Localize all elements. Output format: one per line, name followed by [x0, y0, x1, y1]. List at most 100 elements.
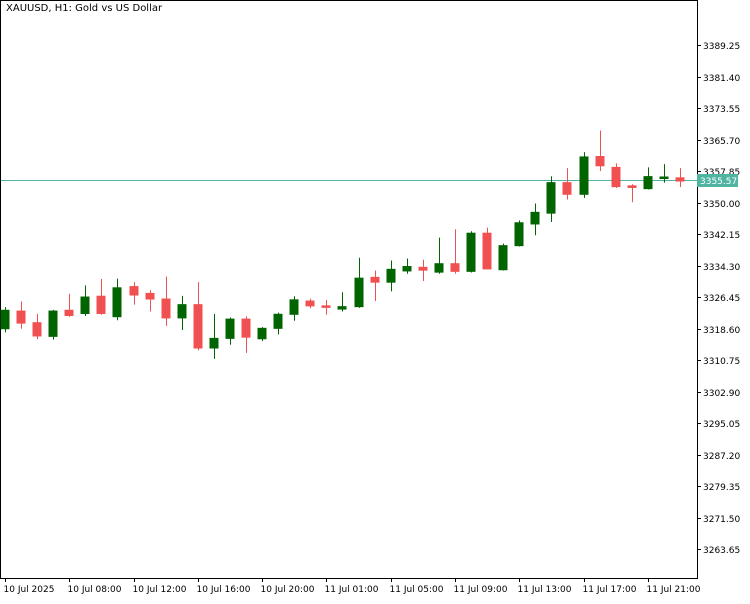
candle [273, 312, 283, 335]
candle-body [80, 296, 90, 314]
current-price-label-text: 3355.57 [700, 177, 737, 187]
candle-body [273, 313, 283, 329]
candle-body [450, 263, 460, 272]
candle-body [514, 222, 524, 247]
candle [530, 203, 540, 236]
candle [354, 257, 364, 308]
candle [0, 307, 10, 333]
y-tick-label: 3381.40 [703, 74, 740, 84]
candle [112, 278, 122, 321]
candle [129, 282, 139, 305]
x-tick-label: 10 Jul 2025 [4, 585, 55, 595]
candle-body [305, 300, 315, 307]
candle [386, 260, 396, 292]
candle [64, 293, 74, 317]
candle [611, 163, 621, 188]
candle-body [32, 322, 42, 337]
x-tick-label: 11 Jul 21:00 [647, 585, 701, 595]
candle [562, 168, 572, 200]
candle [177, 295, 187, 330]
candle [643, 167, 653, 190]
y-tick-label: 3318.60 [703, 326, 740, 336]
y-tick-label: 3350.00 [703, 200, 740, 210]
candle-body [209, 337, 219, 349]
candle-body [16, 310, 26, 324]
candle-body [530, 211, 540, 225]
candle-body [0, 309, 10, 330]
candle [450, 229, 460, 274]
y-tick-label: 3263.65 [703, 546, 740, 556]
candle [482, 227, 492, 270]
candle-body [145, 292, 155, 300]
candle-body [370, 276, 380, 283]
candle [96, 278, 106, 315]
candle [546, 176, 556, 222]
candle-body [562, 182, 572, 195]
candle [514, 220, 524, 247]
candle-body [48, 310, 58, 337]
y-tick-label: 3357.85 [703, 168, 740, 178]
candle [145, 290, 155, 312]
x-tick-label: 10 Jul 12:00 [133, 585, 187, 595]
candle [289, 296, 299, 321]
candle [193, 282, 203, 351]
candle [627, 184, 637, 203]
candle [402, 258, 412, 274]
candle [337, 292, 347, 312]
candle [434, 237, 444, 274]
candle-body [627, 185, 637, 188]
candle-body [611, 166, 621, 188]
y-tick-label: 3295.05 [703, 420, 740, 430]
candle [257, 327, 267, 342]
candle [418, 259, 428, 281]
y-tick-label: 3271.50 [703, 515, 740, 525]
candle-body [64, 309, 74, 316]
chart-title: XAUUSD, H1: Gold vs US Dollar [6, 3, 163, 14]
candle-body [434, 263, 444, 273]
x-tick-label: 10 Jul 08:00 [68, 585, 122, 595]
candle [370, 270, 380, 302]
candle-body [225, 318, 235, 339]
y-tick-label: 3279.35 [703, 483, 740, 493]
candle-body [337, 306, 347, 310]
x-tick-label: 11 Jul 13:00 [518, 585, 572, 595]
candle-body [659, 176, 669, 180]
candle-body [643, 176, 653, 190]
plot-area [0, 0, 698, 579]
candle-body [241, 318, 251, 338]
candle-body [579, 156, 589, 195]
x-tick-label: 10 Jul 16:00 [197, 585, 251, 595]
candle-body [112, 287, 122, 318]
candle-body [193, 304, 203, 349]
current-price-label: 3355.57 [697, 174, 738, 187]
y-tick-label: 3389.25 [703, 42, 740, 52]
candle [579, 152, 589, 198]
candle [498, 243, 508, 271]
y-tick-label: 3326.45 [703, 294, 740, 304]
y-tick-label: 3373.55 [703, 105, 740, 115]
candle [16, 301, 26, 329]
candle-body [546, 182, 556, 214]
y-tick-label: 3342.15 [703, 231, 740, 241]
candle-body [595, 156, 605, 167]
candle-body [386, 268, 396, 283]
candle [321, 299, 331, 315]
candle [48, 309, 58, 340]
candle [209, 313, 219, 359]
candle-body [96, 295, 106, 314]
candle [466, 231, 476, 273]
candle-body [177, 304, 187, 319]
x-tick-label: 11 Jul 17:00 [583, 585, 637, 595]
x-tick-label: 11 Jul 01:00 [325, 585, 379, 595]
candle [305, 298, 315, 309]
candle-body [418, 266, 428, 271]
current-price-label-bg [697, 174, 738, 187]
candle [161, 276, 171, 326]
y-tick-label: 3365.70 [703, 137, 740, 147]
candle [225, 317, 235, 345]
y-tick-label: 3334.30 [703, 263, 740, 273]
candle-body [354, 277, 364, 308]
candle-body [161, 298, 171, 319]
